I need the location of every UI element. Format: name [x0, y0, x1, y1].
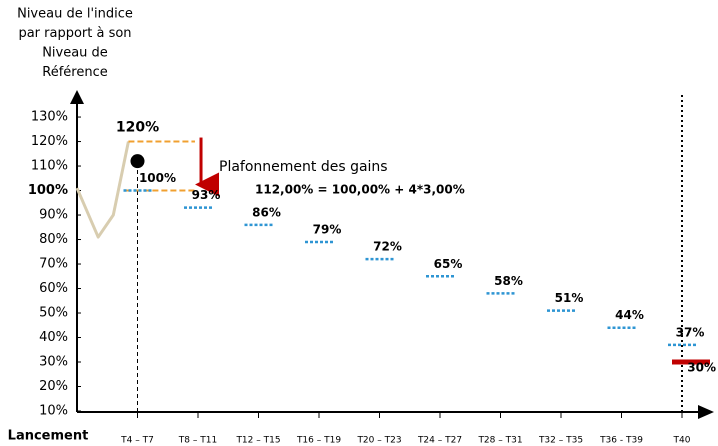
value-label: 86%: [252, 205, 281, 219]
y-tick-label: 80%: [39, 232, 68, 247]
x-tick-label: T4 – T7: [120, 436, 154, 446]
x-tick-label: T28 – T31: [477, 436, 522, 446]
value-label: 37%: [676, 325, 705, 339]
x-tick-label: T8 – T11: [178, 436, 217, 446]
y-tick-label: 70%: [39, 257, 68, 272]
y-arrow: [70, 90, 84, 104]
value-label: 79%: [313, 222, 342, 236]
y-tick-label: 60%: [39, 281, 68, 296]
value-label: 93%: [192, 188, 221, 202]
value-label: 30%: [687, 361, 716, 375]
y-axis-title: Référence: [42, 65, 107, 80]
y-tick-label: 100%: [28, 183, 68, 198]
x-tick-label: T16 – T19: [296, 436, 341, 446]
value-label: 51%: [555, 291, 584, 305]
x-tick-label: T12 – T15: [235, 436, 280, 446]
y-axis-title: Niveau de: [42, 46, 108, 61]
x-tick-label: T20 – T23: [356, 436, 401, 446]
value-label: 44%: [615, 308, 644, 322]
value-label: 65%: [434, 257, 463, 271]
y-tick-label: 90%: [39, 208, 68, 223]
y-tick-label: 130%: [31, 110, 68, 125]
cap-label: 120%: [116, 120, 159, 136]
y-axis-title: par rapport à son: [18, 26, 131, 41]
index-point: [130, 154, 145, 169]
x-arrow: [698, 405, 714, 419]
y-axis-title: Niveau de l'indice: [17, 7, 133, 22]
value-label: 58%: [494, 274, 523, 288]
y-tick-label: 10%: [39, 404, 68, 419]
annotation: 112,00% = 100,00% + 4*3,00%: [255, 183, 465, 197]
value-label: 100%: [139, 171, 176, 185]
y-tick-label: 30%: [39, 355, 68, 370]
index-line: [75, 141, 130, 239]
x-tick-label: T24 – T27: [417, 436, 462, 446]
y-tick-label: 40%: [39, 330, 68, 345]
y-tick-label: 50%: [39, 306, 68, 321]
value-label: 72%: [373, 240, 402, 254]
y-tick-label: 120%: [31, 134, 68, 149]
y-tick-label: 20%: [39, 379, 68, 394]
x-tick-label: T32 – T35: [538, 436, 583, 446]
y-tick-label: 110%: [31, 159, 68, 174]
x-tick-label: Lancement: [8, 429, 89, 444]
x-tick-label: T40: [673, 436, 691, 446]
annotation: Plafonnement des gains: [219, 159, 388, 175]
x-tick-label: T36 - T39: [599, 436, 643, 446]
